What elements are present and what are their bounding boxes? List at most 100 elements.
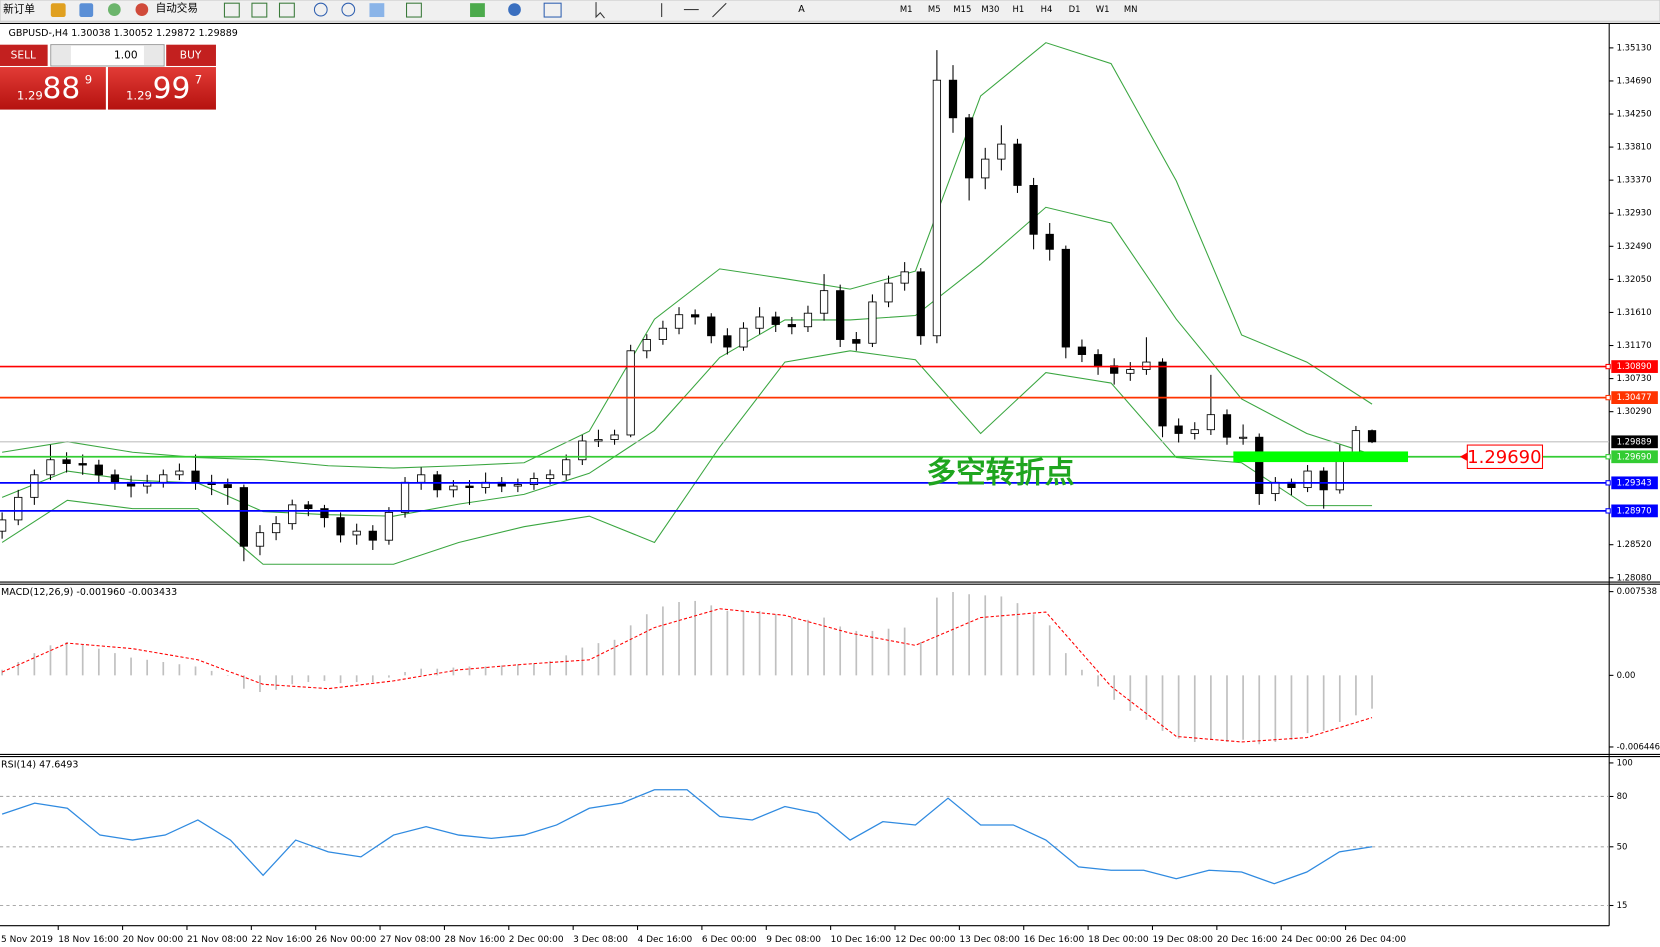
macd-bar	[662, 606, 664, 676]
low: 1.29872	[156, 27, 195, 38]
x-tick-label: 26 Dec 04:00	[1346, 935, 1407, 945]
y-tick-label: 1.33370	[1617, 176, 1652, 186]
candle-body	[1158, 361, 1167, 427]
candle-body	[594, 439, 603, 442]
timeframe-button[interactable]: M1	[900, 5, 913, 15]
sell-button-bg[interactable]	[0, 44, 48, 66]
x-tick-label: 5 Nov 2019	[1, 935, 53, 945]
current-price-label: 1.29889	[1617, 437, 1652, 447]
timeframe-button[interactable]: M30	[981, 5, 999, 15]
y-tick-label: -0.006446	[1617, 742, 1660, 752]
candle-body	[320, 508, 329, 519]
rsi-title: RSI(14) 47.6493	[1, 760, 78, 771]
macd-bar	[146, 659, 149, 676]
candle-body	[465, 485, 474, 489]
auto-trade-button[interactable]: 自动交易	[156, 1, 198, 14]
candle-body	[0, 519, 7, 532]
candle-body	[964, 117, 974, 179]
lot-up[interactable]	[143, 45, 164, 65]
level-marker	[1605, 454, 1611, 460]
candle-body	[674, 314, 684, 329]
macd-bar	[33, 653, 36, 676]
macd-bar	[1113, 675, 1116, 700]
lot-field[interactable]	[50, 44, 165, 67]
candle-body	[1367, 430, 1377, 443]
candle-body	[1303, 470, 1312, 489]
icon[interactable]	[278, 2, 295, 18]
candle-body	[642, 339, 651, 352]
icon[interactable]	[369, 3, 385, 18]
x-tick-label: 16 Dec 16:00	[1024, 935, 1085, 945]
icon[interactable]	[107, 3, 121, 16]
y-tick-label: 1.28080	[1617, 573, 1652, 583]
candle-body	[1271, 481, 1280, 495]
x-tick-label: 20 Dec 16:00	[1217, 935, 1278, 945]
x-tick-label: 28 Nov 16:00	[444, 935, 505, 945]
icon[interactable]	[406, 2, 422, 18]
x-tick-label: 6 Dec 00:00	[702, 935, 757, 945]
buy-button[interactable]: BUY	[180, 48, 202, 61]
macd-bar	[243, 675, 245, 689]
timeframe-button[interactable]: M15	[953, 5, 971, 15]
macd-title: MACD(12,26,9) -0.001960 -0.003433	[1, 587, 177, 598]
candle-body	[1126, 369, 1135, 374]
icon[interactable]	[595, 2, 605, 19]
y-tick-label: 15	[1617, 901, 1628, 911]
ask-panel[interactable]	[107, 67, 216, 110]
x-tick-label: 27 Nov 08:00	[380, 935, 441, 945]
macd-bar	[694, 600, 696, 676]
icon[interactable]	[341, 2, 356, 17]
lot-value[interactable]: 1.00	[114, 48, 138, 61]
lot-down[interactable]	[51, 45, 71, 65]
macd-bar	[1129, 675, 1132, 711]
macd-bar	[484, 666, 487, 676]
candle-body	[1029, 185, 1038, 235]
timeframe-button[interactable]: M5	[928, 5, 941, 15]
icon[interactable]	[712, 2, 727, 18]
timeframe-button[interactable]: H4	[1041, 5, 1053, 15]
buy-button-bg[interactable]	[166, 44, 216, 66]
x-tick-label: 26 Nov 00:00	[316, 935, 377, 945]
x-tick-label: 18 Nov 16:00	[58, 935, 119, 945]
x-tick-label: 2 Dec 00:00	[509, 935, 564, 945]
icon[interactable]	[50, 3, 66, 18]
candle-body	[304, 504, 313, 510]
timeframe-button[interactable]: D1	[1069, 5, 1081, 15]
icon[interactable]: A	[798, 4, 805, 15]
icon[interactable]	[313, 2, 328, 17]
sell-button[interactable]: SELL	[11, 48, 36, 61]
candle-body	[1351, 430, 1361, 453]
candle-body	[852, 339, 861, 344]
macd-bar	[839, 626, 842, 676]
macd-bar	[388, 675, 390, 678]
candle-body	[46, 459, 55, 476]
macd-bar	[533, 663, 535, 676]
macd-bar	[903, 627, 906, 676]
candle-body	[868, 301, 877, 344]
macd-bar	[549, 660, 551, 676]
timeframe-button[interactable]: W1	[1096, 5, 1110, 15]
macd-bar	[1371, 675, 1373, 709]
icon[interactable]	[543, 2, 562, 18]
icon[interactable]	[79, 3, 94, 18]
new-order-button[interactable]: 新订单	[3, 3, 35, 16]
bid-fraction: 9	[85, 72, 92, 86]
timeframe-button[interactable]: MN	[1124, 5, 1138, 15]
icon[interactable]	[223, 2, 240, 18]
bid-big: 1.29	[17, 88, 43, 102]
high: 1.30052	[114, 27, 153, 38]
macd-bar	[613, 639, 616, 676]
timeframe-button[interactable]: H1	[1013, 5, 1025, 15]
macd-bar	[500, 665, 503, 676]
bid-panel[interactable]	[0, 67, 106, 110]
icon[interactable]	[135, 3, 149, 16]
icon[interactable]	[251, 2, 268, 18]
candle-body	[884, 282, 893, 303]
candle-body	[368, 530, 377, 541]
icon[interactable]	[508, 3, 521, 16]
macd-bar	[952, 592, 954, 676]
macd-bar	[194, 666, 197, 676]
y-tick-label: 1.34690	[1617, 76, 1652, 86]
macd-bar	[565, 655, 568, 676]
icon[interactable]	[470, 3, 485, 18]
